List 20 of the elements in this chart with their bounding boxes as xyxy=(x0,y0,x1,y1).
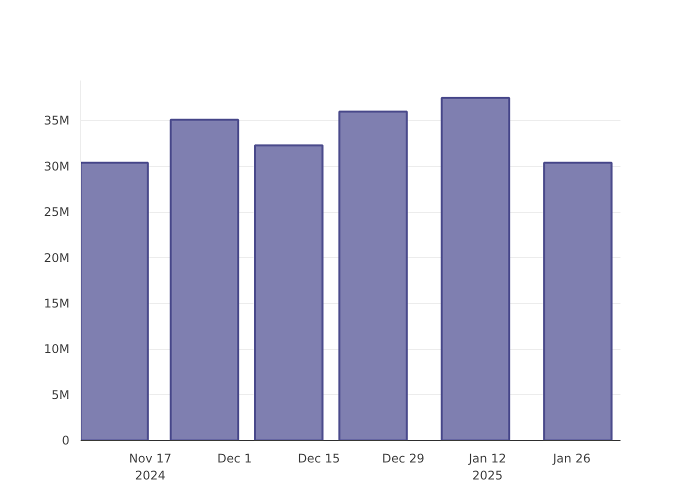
y-tick-label: 15M xyxy=(44,296,70,310)
x-tick-label: Dec 15 xyxy=(298,452,340,466)
x-tick-label: Nov 17 2024 xyxy=(129,452,172,482)
x-tick-label: Jan 12 2025 xyxy=(468,452,506,482)
bar xyxy=(338,110,408,440)
bar xyxy=(170,118,240,440)
y-tick-label: 35M xyxy=(44,114,70,128)
bar xyxy=(543,162,613,440)
y-tick-label: 0 xyxy=(62,434,70,448)
bar xyxy=(254,144,324,440)
y-tick-label: 30M xyxy=(44,159,70,174)
x-tick-label: Dec 29 xyxy=(382,452,424,466)
bar xyxy=(440,96,510,440)
y-tick-label: 10M xyxy=(44,342,70,356)
y-tick-label: 25M xyxy=(44,205,70,220)
x-tick-label: Jan 26 xyxy=(552,452,591,466)
bar xyxy=(80,162,149,440)
x-tick-label: Dec 1 xyxy=(217,452,252,466)
y-tick-label: 20M xyxy=(44,250,70,265)
y-tick-label: 5M xyxy=(52,388,70,402)
